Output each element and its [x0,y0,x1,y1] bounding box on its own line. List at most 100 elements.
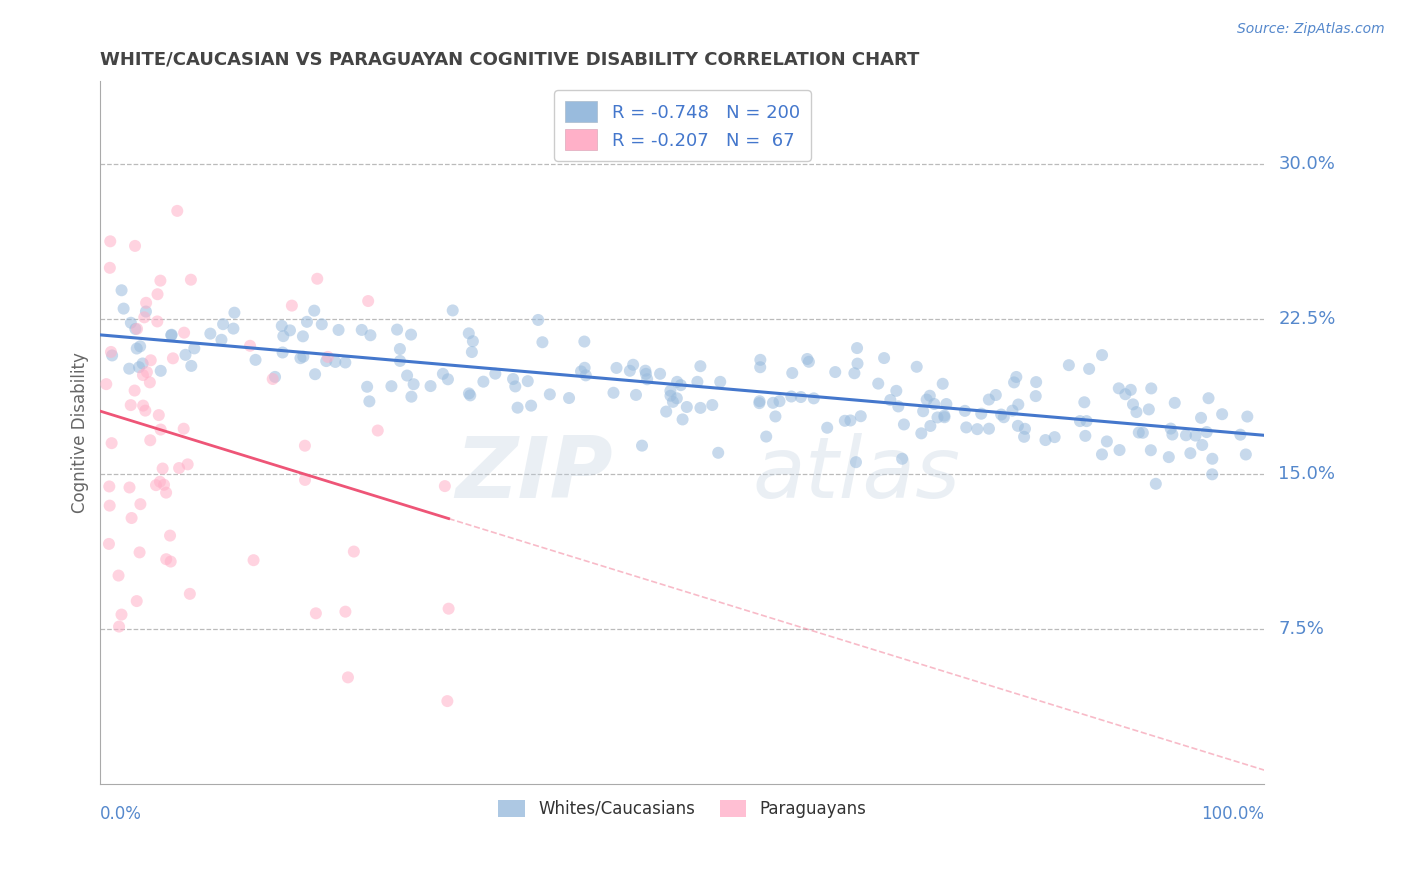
Point [1175,428,1198,442]
Point [173,422,195,436]
Point [323,355,346,369]
Point [97,537,120,551]
Point [558,391,581,405]
Point [990,408,1012,422]
Point [846,357,869,371]
Point [671,412,693,426]
Point [239,339,262,353]
Point [605,360,627,375]
Point [574,334,596,349]
Point [167,461,190,475]
Point [1191,438,1213,452]
Point [516,374,538,388]
Point [316,350,339,364]
Point [155,485,177,500]
Point [458,386,481,401]
Point [110,283,132,297]
Point [1122,397,1144,411]
Point [574,360,596,375]
Point [96,377,118,392]
Point [131,356,153,370]
Point [174,348,197,362]
Point [160,328,183,343]
Point [749,352,772,367]
Point [212,317,235,331]
Point [648,367,671,381]
Point [1128,425,1150,440]
Point [100,436,122,450]
Point [922,397,945,411]
Point [1198,391,1220,405]
Point [343,544,366,558]
Point [569,364,592,378]
Point [953,404,976,418]
Point [1073,395,1095,409]
Point [1184,428,1206,442]
Point [311,318,333,332]
Point [245,352,267,367]
Point [884,384,907,398]
Point [159,555,181,569]
Point [503,379,526,393]
Point [135,365,157,379]
Point [304,368,326,382]
Point [1007,418,1029,433]
Point [1043,430,1066,444]
Point [506,401,529,415]
Point [689,359,711,374]
Point [1160,421,1182,435]
Point [1201,451,1223,466]
Point [302,303,325,318]
Point [367,424,389,438]
Point [134,310,156,325]
Point [1002,376,1025,390]
Point [748,396,770,410]
Point [709,375,731,389]
Point [359,394,381,409]
Point [139,376,162,390]
Point [107,568,129,582]
Point [893,417,915,432]
Point [845,455,868,469]
Point [520,399,543,413]
Point [815,421,838,435]
Point [139,353,162,368]
Point [291,329,314,343]
Point [124,239,146,253]
Point [173,326,195,340]
Point [1201,467,1223,482]
Text: WHITE/CAUCASIAN VS PARAGUAYAN COGNITIVE DISABILITY CORRELATION CHART: WHITE/CAUCASIAN VS PARAGUAYAN COGNITIVE … [100,51,920,69]
Point [125,594,148,608]
Point [1195,425,1218,439]
Point [385,323,408,337]
Point [98,479,121,493]
Point [1140,443,1163,458]
Point [1005,370,1028,384]
Point [388,342,411,356]
Point [271,329,294,343]
Point [121,511,143,525]
Point [912,404,935,418]
Point [112,301,135,316]
Point [844,366,866,380]
Point [166,203,188,218]
Point [242,553,264,567]
Point [666,375,689,389]
Point [1164,396,1187,410]
Point [762,396,785,410]
Point [665,392,688,406]
Point [1091,348,1114,362]
Point [146,287,169,301]
Point [419,379,441,393]
Point [1161,427,1184,442]
Point [295,315,318,329]
Point [538,387,561,401]
Point [278,323,301,337]
Point [262,372,284,386]
Point [1132,425,1154,440]
Point [1236,409,1258,424]
Point [120,316,142,330]
Point [149,475,172,489]
Text: 22.5%: 22.5% [1278,310,1336,328]
Point [1025,389,1047,403]
